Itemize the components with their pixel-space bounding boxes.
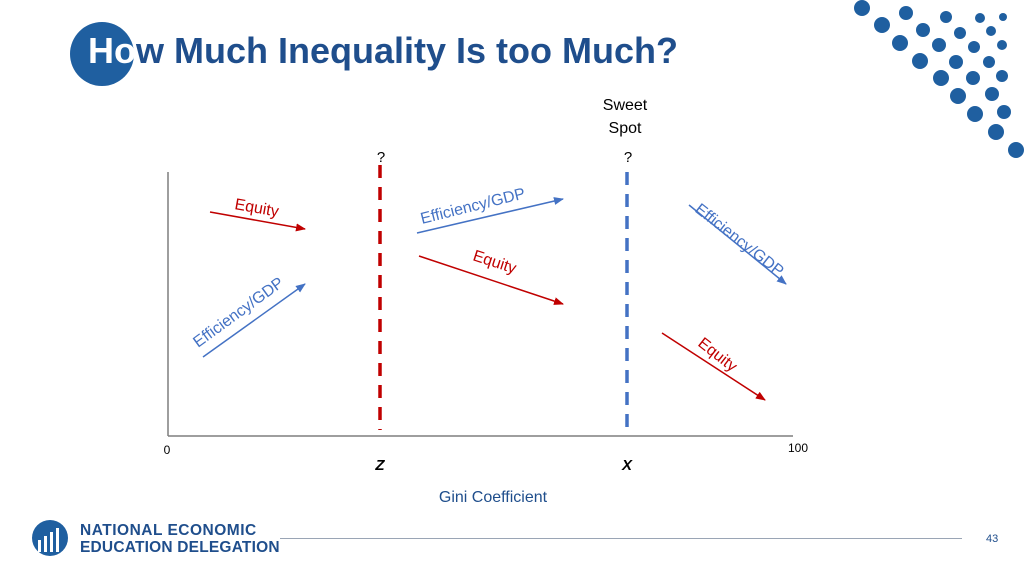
footer-divider <box>280 538 962 539</box>
mid-efficiency-label: Efficiency/GDP <box>419 185 527 227</box>
page-title: How Much Inequality Is too Much? <box>88 30 678 72</box>
mid-efficiency-arrow <box>416 197 564 234</box>
right-efficiency-arrow <box>688 204 787 285</box>
org-name-line1: NATIONAL ECONOMIC <box>80 522 257 539</box>
left-efficiency-label: Efficiency/GDP <box>190 274 287 351</box>
x-question-mark: ? <box>624 149 632 166</box>
sweet-spot-label-line1: Sweet <box>603 97 648 114</box>
mid-equity-arrow <box>418 255 564 305</box>
page-number: 43 <box>986 533 999 545</box>
x-axis-title: Gini Coefficient <box>439 489 548 506</box>
z-label: Z <box>374 457 385 474</box>
right-equity-arrow <box>661 332 766 401</box>
sweet-spot-label-line2: Spot <box>609 120 642 137</box>
left-equity-arrow <box>209 211 306 232</box>
axis-end-label: 100 <box>788 441 808 455</box>
x-label: X <box>621 457 633 474</box>
mid-equity-label: Equity <box>471 248 519 278</box>
title-first-letters: Ho <box>88 30 136 71</box>
z-question-mark: ? <box>377 149 385 166</box>
decorative-dot-pattern <box>854 0 1024 158</box>
right-efficiency-label: Efficiency/GDP <box>692 201 787 280</box>
title-rest: w Much Inequality Is too Much? <box>136 30 679 71</box>
left-efficiency-arrow <box>202 283 306 358</box>
nee-logo-mark <box>32 520 68 556</box>
title-accent-circle <box>70 22 134 86</box>
org-name-line2: EDUCATION DELEGATION <box>80 539 280 556</box>
axis-start-label: 0 <box>164 443 171 457</box>
